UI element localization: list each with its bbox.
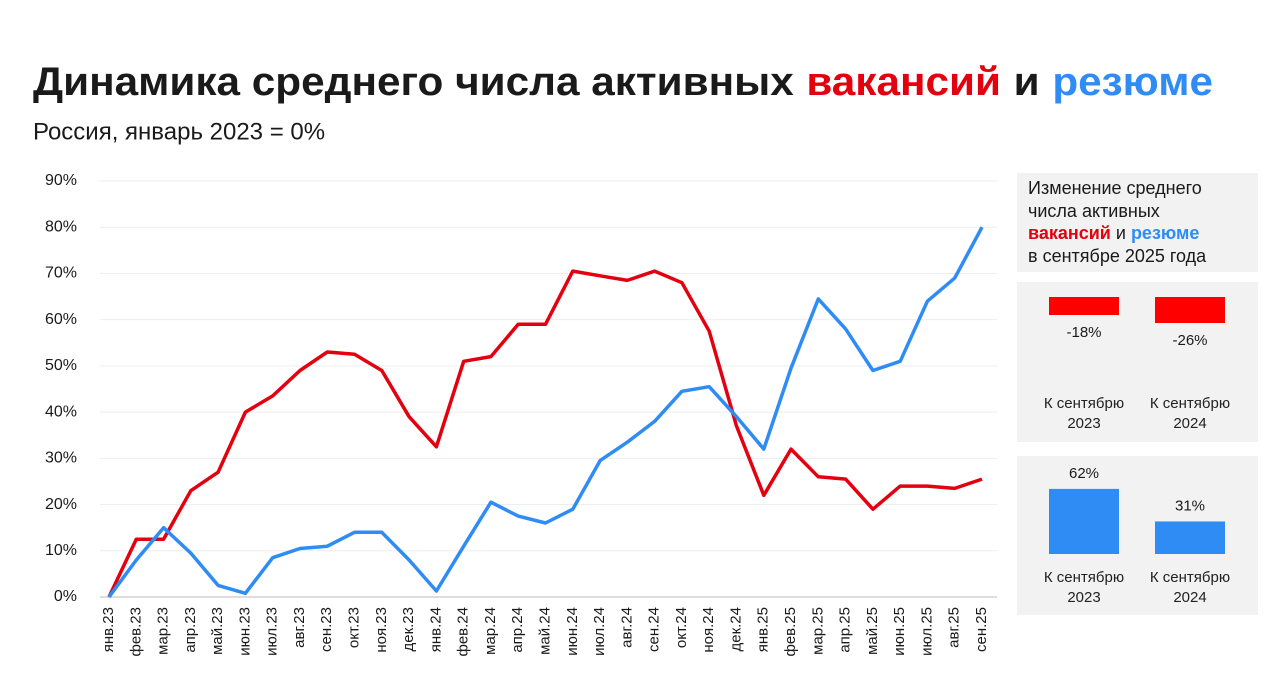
x-tick-label: апр.23 xyxy=(182,607,199,653)
x-tick-label: апр.24 xyxy=(509,607,526,653)
x-tick-label: янв.24 xyxy=(427,607,444,652)
x-tick-label: июл.24 xyxy=(591,607,608,656)
panel-heading-part: вакансий xyxy=(1028,223,1111,243)
x-tick-label: сен.24 xyxy=(646,607,663,652)
x-tick-label: мар.25 xyxy=(809,607,826,655)
x-tick-label: ноя.23 xyxy=(373,607,390,653)
title-part: и xyxy=(1014,60,1040,104)
x-tick-label: авг.24 xyxy=(618,607,635,648)
bar xyxy=(1049,488,1119,554)
x-tick-label: авг.25 xyxy=(946,607,963,648)
x-tick-label: апр.25 xyxy=(837,607,854,653)
x-tick-label: сен.23 xyxy=(318,607,335,652)
value-label: -26% xyxy=(1172,332,1207,349)
x-tick-label: июн.24 xyxy=(564,607,581,656)
series-line xyxy=(107,226,984,599)
bar xyxy=(1155,521,1225,554)
x-tick-label: янв.25 xyxy=(755,607,772,652)
x-tick-label: май.25 xyxy=(864,607,881,655)
x-tick-label: май.24 xyxy=(536,607,553,655)
x-tick-label: окт.23 xyxy=(346,607,363,648)
y-tick-label: 80% xyxy=(45,218,77,235)
y-tick-label: 20% xyxy=(45,496,77,513)
panel-heading-part: резюме xyxy=(1131,223,1199,243)
y-tick-label: 40% xyxy=(45,403,77,420)
chart-subtitle: Россия, январь 2023 = 0% xyxy=(33,118,325,145)
x-tick-label: авг.23 xyxy=(291,607,308,648)
category-label: К сентябрю 2023 xyxy=(1043,395,1125,432)
y-tick-label: 70% xyxy=(45,265,77,282)
y-tick-label: 50% xyxy=(45,357,77,374)
x-tick-label: фев.23 xyxy=(127,607,144,657)
x-tick-label: дек.24 xyxy=(727,607,744,652)
panel-heading: Изменение среднего xyxy=(1028,178,1202,198)
x-tick-label: июн.23 xyxy=(236,607,253,656)
x-tick-label: янв.23 xyxy=(100,607,117,652)
panel-heading: вакансий и резюме xyxy=(1028,223,1199,243)
x-tick-label: дек.23 xyxy=(400,607,417,652)
y-tick-label: 90% xyxy=(45,172,77,189)
bar xyxy=(1049,297,1119,315)
panel-box xyxy=(1017,173,1258,272)
title-part: резюме xyxy=(1052,60,1213,104)
chart-title: Динамика среднего числа активных вакансий… xyxy=(33,60,1213,104)
x-tick-label: мар.24 xyxy=(482,607,499,655)
y-tick-label: 30% xyxy=(45,450,77,467)
x-tick-label: июн.25 xyxy=(891,607,908,656)
x-tick-label: мар.23 xyxy=(155,607,172,655)
value-label: -18% xyxy=(1066,324,1101,341)
value-label: 31% xyxy=(1175,497,1205,514)
category-label: К сентябрю 2024 xyxy=(1149,395,1231,432)
y-tick-label: 10% xyxy=(45,542,77,559)
bar xyxy=(1155,297,1225,323)
y-tick-label: 0% xyxy=(54,588,77,605)
x-tick-label: ноя.24 xyxy=(700,607,717,653)
x-tick-label: май.23 xyxy=(209,607,226,655)
title-part: вакансий xyxy=(806,60,1001,104)
x-tick-label: сен.25 xyxy=(973,607,990,652)
category-label: К сентябрю 2024 xyxy=(1149,569,1231,606)
panel-heading-part: и xyxy=(1116,223,1126,243)
x-tick-label: июл.25 xyxy=(918,607,935,656)
y-tick-label: 60% xyxy=(45,311,77,328)
series-line xyxy=(107,269,983,598)
panel-heading: числа активных xyxy=(1028,201,1160,221)
panel-heading: в сентябре 2025 года xyxy=(1028,246,1207,266)
title-part: Динамика среднего числа активных xyxy=(33,60,794,104)
category-label: К сентябрю 2023 xyxy=(1043,569,1125,606)
x-tick-label: июл.23 xyxy=(264,607,281,656)
value-label: 62% xyxy=(1069,465,1099,482)
x-tick-label: фев.24 xyxy=(455,607,472,657)
x-tick-label: окт.24 xyxy=(673,607,690,648)
x-tick-label: фев.25 xyxy=(782,607,799,657)
